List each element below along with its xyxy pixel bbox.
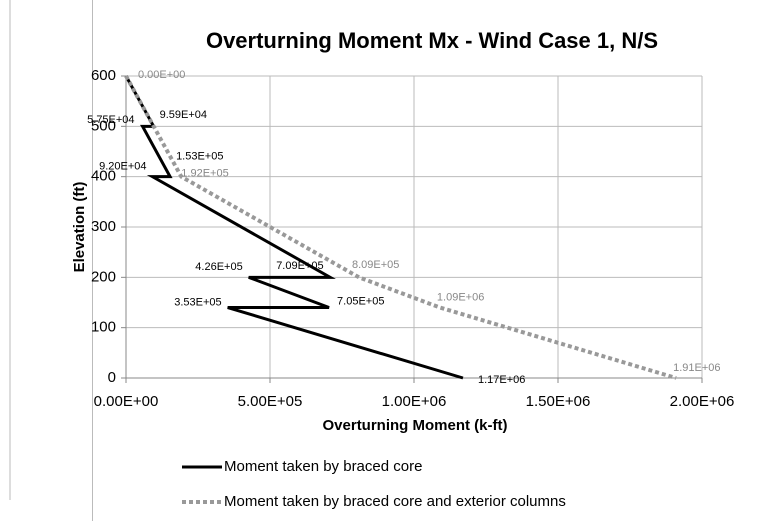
data-label: 1.91E+06 <box>673 362 720 374</box>
data-label: 8.09E+05 <box>352 259 399 271</box>
data-label: 1.17E+06 <box>478 374 525 386</box>
data-label: 7.05E+05 <box>337 295 384 307</box>
y-tick-label: 0 <box>108 369 116 386</box>
legend-label: Moment taken by braced core <box>224 458 422 475</box>
chart-title: Overturning Moment Mx - Wind Case 1, N/S <box>206 28 658 53</box>
x-axis-label: Overturning Moment (k-ft) <box>323 417 508 434</box>
data-label: 3.53E+05 <box>174 296 221 308</box>
y-tick-label: 500 <box>91 117 116 134</box>
y-tick-label: 100 <box>91 319 116 336</box>
series-line <box>124 75 464 380</box>
y-tick-label: 400 <box>91 168 116 185</box>
y-axis-label: Elevation (ft) <box>71 182 88 273</box>
x-tick-label: 5.00E+05 <box>238 393 303 410</box>
data-label: 5.75E+04 <box>87 114 134 126</box>
data-label: 1.53E+05 <box>176 151 223 163</box>
x-tick-label: 2.00E+06 <box>670 393 735 410</box>
data-label: 7.09E+05 <box>276 260 323 272</box>
data-label: 0.00E+00 <box>138 69 185 81</box>
y-tick-label: 300 <box>91 218 116 235</box>
data-label: 4.26E+05 <box>195 261 242 273</box>
y-tick-label: 600 <box>91 67 116 84</box>
data-label: 9.20E+04 <box>99 161 146 173</box>
chart-frame <box>92 0 93 521</box>
data-label: 1.09E+06 <box>437 291 484 303</box>
data-label: 1.92E+05 <box>181 168 228 180</box>
legend-label: Moment taken by braced core and exterior… <box>224 493 566 510</box>
x-tick-label: 1.00E+06 <box>382 393 447 410</box>
y-tick-label: 200 <box>91 268 116 285</box>
data-label: 9.59E+04 <box>160 109 207 121</box>
x-tick-label: 1.50E+06 <box>526 393 591 410</box>
x-tick-label: 0.00E+00 <box>94 393 159 410</box>
